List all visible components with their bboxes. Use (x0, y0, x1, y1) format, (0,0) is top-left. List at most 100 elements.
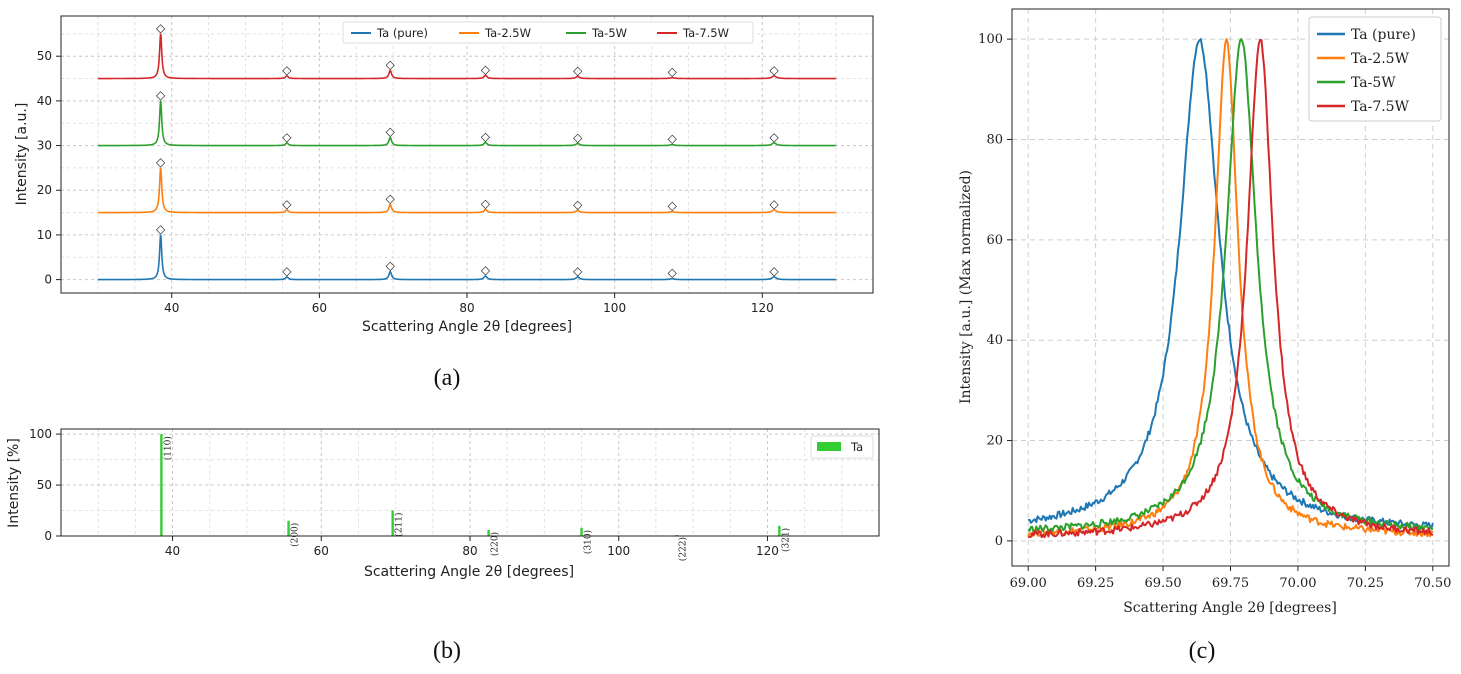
panel-b-bar (487, 529, 490, 536)
panel-a-peak-marker: ◇ (156, 88, 166, 102)
panel-c-legend: Ta (pure) Ta-2.5W Ta-5W Ta-7.5W (1308, 16, 1442, 122)
panel-a-legend-box (342, 21, 754, 44)
panel-a-peak-marker: ◇ (282, 197, 292, 211)
panel-b-legend-box (810, 435, 874, 459)
panel-a-legend-label: Ta (pure) (376, 26, 428, 40)
panel-b-legend-label: Ta (850, 440, 863, 454)
panel-a-peak-marker: ◇ (386, 259, 396, 273)
panel-b-ylabel: Intensity [%] (6, 438, 22, 528)
panel-a-legend-label: Ta-7.5W (682, 26, 729, 40)
panel-c-ylabel: Intensity [a.u.] (Max normalized) (958, 170, 974, 404)
panel-a-xtick-label: 40 (164, 301, 179, 315)
panel-c-ytick-label: 60 (986, 233, 1003, 248)
panel-a-ytick-label: 30 (37, 139, 52, 153)
panel-a-ytick-label: 40 (37, 94, 52, 108)
panel-a-peak-marker: ◇ (573, 197, 583, 211)
panel-a-ytick-label: 20 (37, 183, 52, 197)
panel-a-peak-marker: ◇ (769, 63, 779, 77)
panel-b-ytick-label: 50 (37, 478, 52, 492)
panel-b-xtick-label: 100 (607, 544, 630, 558)
panel-c-peak-zoom: 69.00 69.25 69.50 69.75 70.00 70.25 70.50 0 20 40… (958, 8, 1451, 664)
panel-b-xtick-label: 60 (314, 544, 329, 558)
panel-a-xtick-label: 100 (603, 301, 626, 315)
panel-c-ytick-label: 100 (978, 32, 1003, 47)
panel-a-peak-marker: ◇ (668, 266, 678, 280)
panel-a-xtick-label: 120 (751, 301, 774, 315)
panel-a-peak-marker: ◇ (573, 63, 583, 77)
panel-a-legend-label: Ta-5W (591, 26, 627, 40)
panel-b-bar (160, 434, 163, 536)
panel-a-peak-marker: ◇ (668, 199, 678, 213)
panel-a-xtick-label: 80 (459, 301, 474, 315)
panel-a-peak-marker: ◇ (386, 125, 396, 139)
panel-a-peak-marker: ◇ (156, 21, 166, 35)
panel-a-legend: Ta (pure) Ta-2.5W Ta-5W Ta-7.5W (342, 21, 754, 44)
panel-b-xtick-label: 80 (462, 544, 477, 558)
panel-c-xtick-label: 69.50 (1144, 576, 1181, 591)
panel-b-hkl-label: (222) (678, 537, 689, 561)
panel-a-peak-marker: ◇ (156, 222, 166, 236)
panel-a-peak-marker: ◇ (573, 264, 583, 278)
panel-a-peak-marker: ◇ (386, 57, 396, 71)
panel-b-hkl-label: (220) (490, 532, 501, 556)
panel-a-xrd-patterns: ◇◇ ◇ ◇ ◇ ◇ ◇◇◇ ◇ ◇ ◇ ◇ ◇◇◇ ◇ ◇ ◇ ◇ ◇◇◇ ◇ ◇ ◇ ◇ ◇ 40 60 80 100 12… (14, 15, 874, 391)
panel-a-legend-label: Ta-2.5W (484, 26, 531, 40)
panel-a-ytick-label: 10 (37, 228, 52, 242)
panel-a-peak-marker: ◇ (573, 130, 583, 144)
panel-a-peak-marker: ◇ (282, 264, 292, 278)
panel-b-reference-pattern: (110) (200) (211) (220) (310) (222) (321) 40 60… (6, 427, 880, 664)
panel-c-xtick-label: 69.00 (1010, 576, 1047, 591)
panel-b-ytick-label: 0 (44, 529, 52, 543)
panel-a-ylabel: Intensity [a.u.] (14, 103, 30, 206)
panel-a-xtick-label: 60 (312, 301, 327, 315)
panel-a-peak-marker: ◇ (481, 263, 491, 277)
panel-b-hkl-label: (310) (583, 530, 594, 554)
panel-a-label: (a) (434, 365, 461, 391)
panel-c-xtick-label: 70.25 (1347, 576, 1384, 591)
panel-b-bar (580, 527, 583, 536)
panel-c-series-line (1027, 38, 1434, 539)
panel-c-xlabel: Scattering Angle 2θ [degrees] (1123, 600, 1337, 616)
panel-a-peak-marker: ◇ (386, 192, 396, 206)
panel-b-hkl-label: (211) (394, 513, 405, 537)
panel-c-legend-label: Ta-7.5W (1351, 99, 1410, 115)
panel-b-bar (391, 510, 394, 536)
panel-b-ytick-label: 100 (29, 427, 52, 441)
panel-b-legend: Ta (810, 435, 874, 459)
panel-c-ytick-label: 0 (995, 534, 1003, 549)
panel-b-bar (675, 534, 678, 536)
panel-b-bar (778, 525, 781, 536)
panel-a-peak-marker: ◇ (769, 264, 779, 278)
panel-b-hkl-label: (321) (780, 528, 791, 552)
panel-a-peak-marker: ◇ (668, 132, 678, 146)
panel-c-legend-box (1308, 16, 1442, 122)
panel-a-series-line (97, 33, 837, 80)
panel-c-xtick-label: 69.25 (1077, 576, 1114, 591)
panel-a-peak-marker: ◇ (481, 62, 491, 76)
panel-c-ytick-label: 80 (986, 132, 1003, 147)
panel-a-peak-marker: ◇ (481, 129, 491, 143)
panel-a-xlabel: Scattering Angle 2θ [degrees] (362, 319, 572, 335)
panel-b-xlabel: Scattering Angle 2θ [degrees] (364, 564, 574, 580)
panel-b-hkl-label: (200) (290, 523, 301, 547)
panel-c-legend-label: Ta (pure) (1351, 27, 1416, 43)
panel-a-series-line (97, 100, 837, 147)
panel-a-series-line (97, 167, 837, 214)
panel-c-xtick-label: 70.50 (1414, 576, 1451, 591)
panel-c-xtick-label: 70.00 (1279, 576, 1316, 591)
panel-b-hkl-label: (110) (162, 436, 173, 460)
panel-c-ytick-label: 20 (986, 434, 1003, 449)
panel-a-peak-marker: ◇ (282, 63, 292, 77)
panel-c-xtick-label: 69.75 (1212, 576, 1249, 591)
panel-a-ytick-label: 50 (37, 49, 52, 63)
panel-a-peak-marker: ◇ (282, 130, 292, 144)
panel-a-peak-marker: ◇ (668, 65, 678, 79)
panel-c-ytick-label: 40 (986, 333, 1003, 348)
panel-b-xtick-label: 40 (165, 544, 180, 558)
panel-b-legend-swatch (817, 442, 841, 451)
panel-a-peak-marker: ◇ (156, 155, 166, 169)
panel-a-peak-marker: ◇ (481, 196, 491, 210)
panel-a-peak-marker: ◇ (769, 197, 779, 211)
panel-b-xtick-label: 120 (756, 544, 779, 558)
